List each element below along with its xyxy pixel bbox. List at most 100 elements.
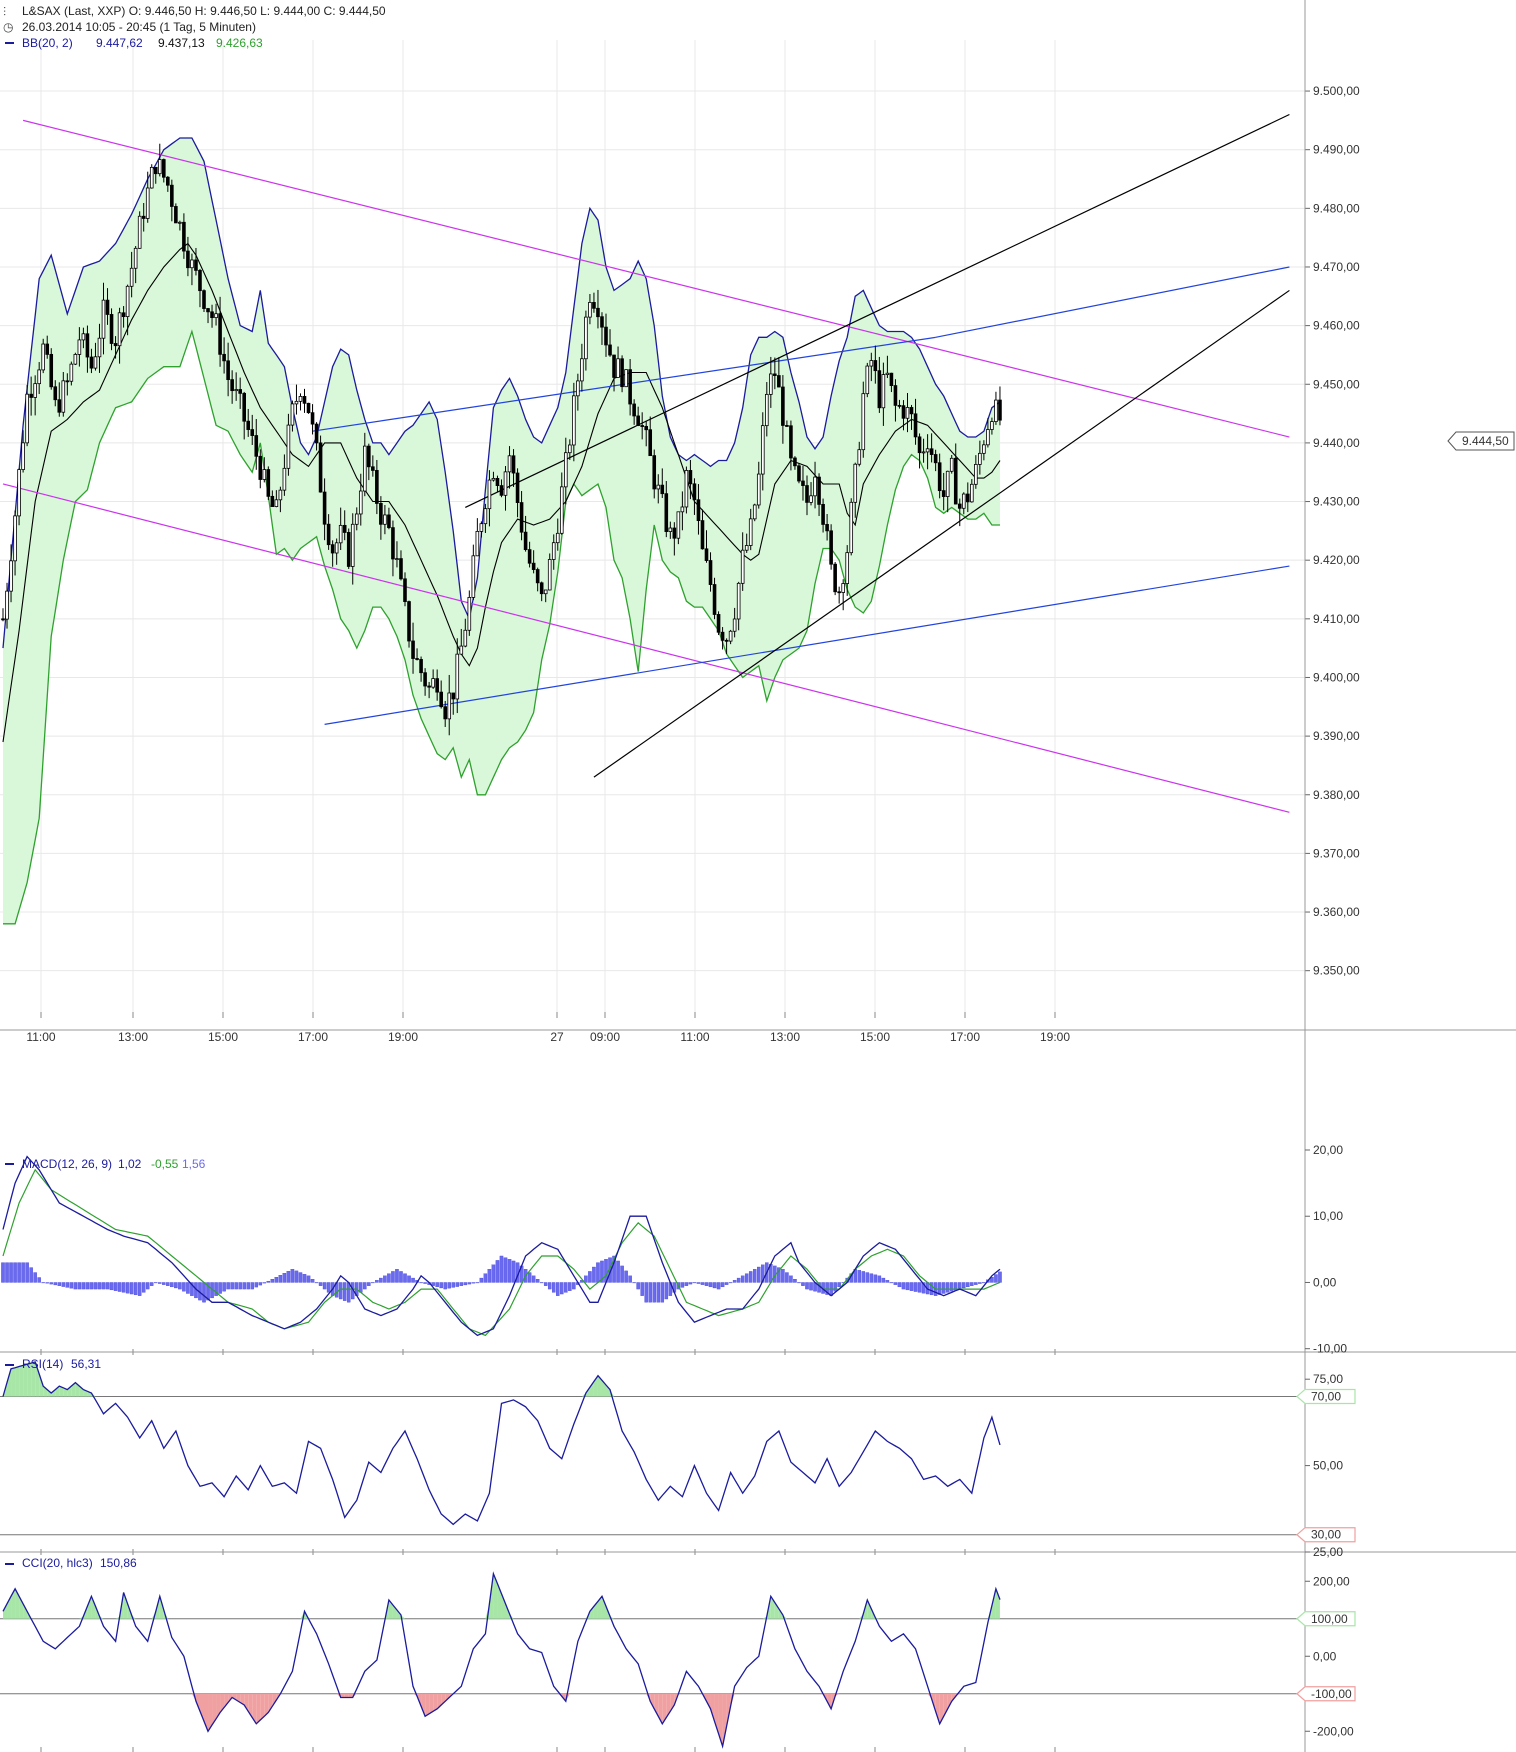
- cci-negative-fill: [208, 1693, 213, 1732]
- candle: [113, 336, 118, 359]
- candle-body: [829, 530, 833, 565]
- candle-body: [608, 344, 612, 356]
- macd-histogram-bar: [45, 1282, 49, 1284]
- macd-histogram-bar: [483, 1273, 488, 1283]
- candle: [668, 521, 673, 539]
- candle-body: [109, 314, 114, 344]
- cci-negative-fill: [232, 1693, 237, 1700]
- candle-body: [773, 373, 777, 376]
- candle: [166, 176, 170, 192]
- cci-negative-fill: [248, 1693, 253, 1718]
- candle-body: [543, 589, 548, 595]
- candle: [447, 674, 452, 736]
- candle-body: [230, 379, 234, 392]
- candle-body: [752, 504, 757, 520]
- candle: [901, 400, 906, 431]
- price-y-tick-label: 9.450,00: [1313, 377, 1360, 391]
- candle-body: [941, 490, 946, 497]
- candle: [817, 473, 821, 517]
- candle-body: [781, 386, 785, 426]
- candle: [475, 518, 480, 557]
- cci-negative-fill: [272, 1693, 277, 1707]
- macd-histogram-bar: [97, 1282, 102, 1290]
- rsi-y-tick-label: 50,00: [1313, 1459, 1343, 1473]
- candle-body: [282, 467, 287, 491]
- candle-body: [632, 403, 636, 417]
- candle: [869, 352, 874, 382]
- candle-body: [877, 370, 882, 409]
- candle-body: [157, 159, 162, 175]
- candle-body: [238, 389, 242, 394]
- candle: [797, 463, 801, 484]
- candle: [467, 590, 472, 636]
- candle-body: [668, 527, 673, 532]
- candle: [101, 282, 106, 355]
- candle: [608, 329, 612, 357]
- rsi-overbought-fill: [19, 1365, 24, 1397]
- cci-negative-fill: [939, 1693, 944, 1724]
- candle-body: [117, 312, 122, 347]
- candle: [153, 166, 158, 184]
- candle: [672, 522, 677, 556]
- cci-negative-fill: [706, 1693, 711, 1709]
- candle: [77, 327, 82, 367]
- candle: [568, 439, 572, 460]
- candle: [314, 422, 319, 451]
- candle-body: [61, 380, 66, 413]
- candle: [362, 432, 367, 497]
- macd-histogram-bar: [785, 1272, 789, 1283]
- candle-body: [25, 393, 29, 444]
- macd-histogram-bar: [720, 1282, 725, 1288]
- candle-body: [937, 462, 942, 492]
- macd-histogram-bar: [736, 1277, 741, 1283]
- candle-body: [278, 489, 283, 501]
- macd-histogram-bar: [9, 1262, 13, 1283]
- candle-body: [628, 369, 632, 405]
- macd-legend-swatch: [5, 1163, 14, 1165]
- candle: [539, 581, 544, 602]
- cci-negative-fill: [240, 1693, 245, 1705]
- macd-histogram-bar: [411, 1277, 415, 1283]
- candle-body: [559, 486, 564, 534]
- candle: [262, 457, 267, 483]
- candle-body: [527, 549, 532, 564]
- candle-body: [178, 221, 182, 224]
- candle: [785, 420, 789, 427]
- macd-histogram-bar: [49, 1282, 53, 1285]
- bb-label: BB(20, 2): [22, 36, 73, 50]
- bb-lower-line: [3, 329, 1000, 925]
- macd-histogram-bar: [921, 1282, 926, 1294]
- macd-histogram-bar: [889, 1282, 894, 1284]
- price-y-tick-label: 9.460,00: [1313, 319, 1360, 333]
- candle-body: [616, 358, 620, 378]
- candle-body: [793, 457, 797, 467]
- macd-histogram-bar: [656, 1282, 661, 1303]
- price-y-tick-label: 9.480,00: [1313, 201, 1360, 215]
- candle: [375, 459, 379, 515]
- candle: [226, 342, 230, 397]
- candle: [53, 380, 58, 407]
- candle: [559, 472, 564, 535]
- candle: [326, 514, 331, 550]
- candle-body: [495, 477, 500, 486]
- candle: [531, 550, 536, 574]
- candle-body: [644, 425, 648, 431]
- macd-histogram-bar: [226, 1282, 230, 1290]
- candle-body: [161, 159, 166, 178]
- candle-body: [837, 591, 841, 594]
- candle-body: [383, 514, 387, 525]
- macd-histogram-bar: [620, 1265, 624, 1283]
- macd-histogram-bar: [909, 1282, 914, 1291]
- candle: [680, 491, 685, 531]
- candle: [624, 369, 628, 388]
- candle: [961, 492, 966, 515]
- macd-histogram-bar: [644, 1282, 648, 1303]
- candle: [551, 534, 556, 570]
- candle-body: [491, 477, 496, 481]
- macd-histogram-bar: [266, 1280, 271, 1283]
- rsi-overbought-fill: [35, 1361, 40, 1397]
- macd-histogram-bar: [218, 1282, 222, 1294]
- macd-histogram-bar: [129, 1282, 134, 1295]
- macd-histogram-bar: [423, 1282, 427, 1284]
- x-tick-label: 13:00: [118, 1030, 148, 1044]
